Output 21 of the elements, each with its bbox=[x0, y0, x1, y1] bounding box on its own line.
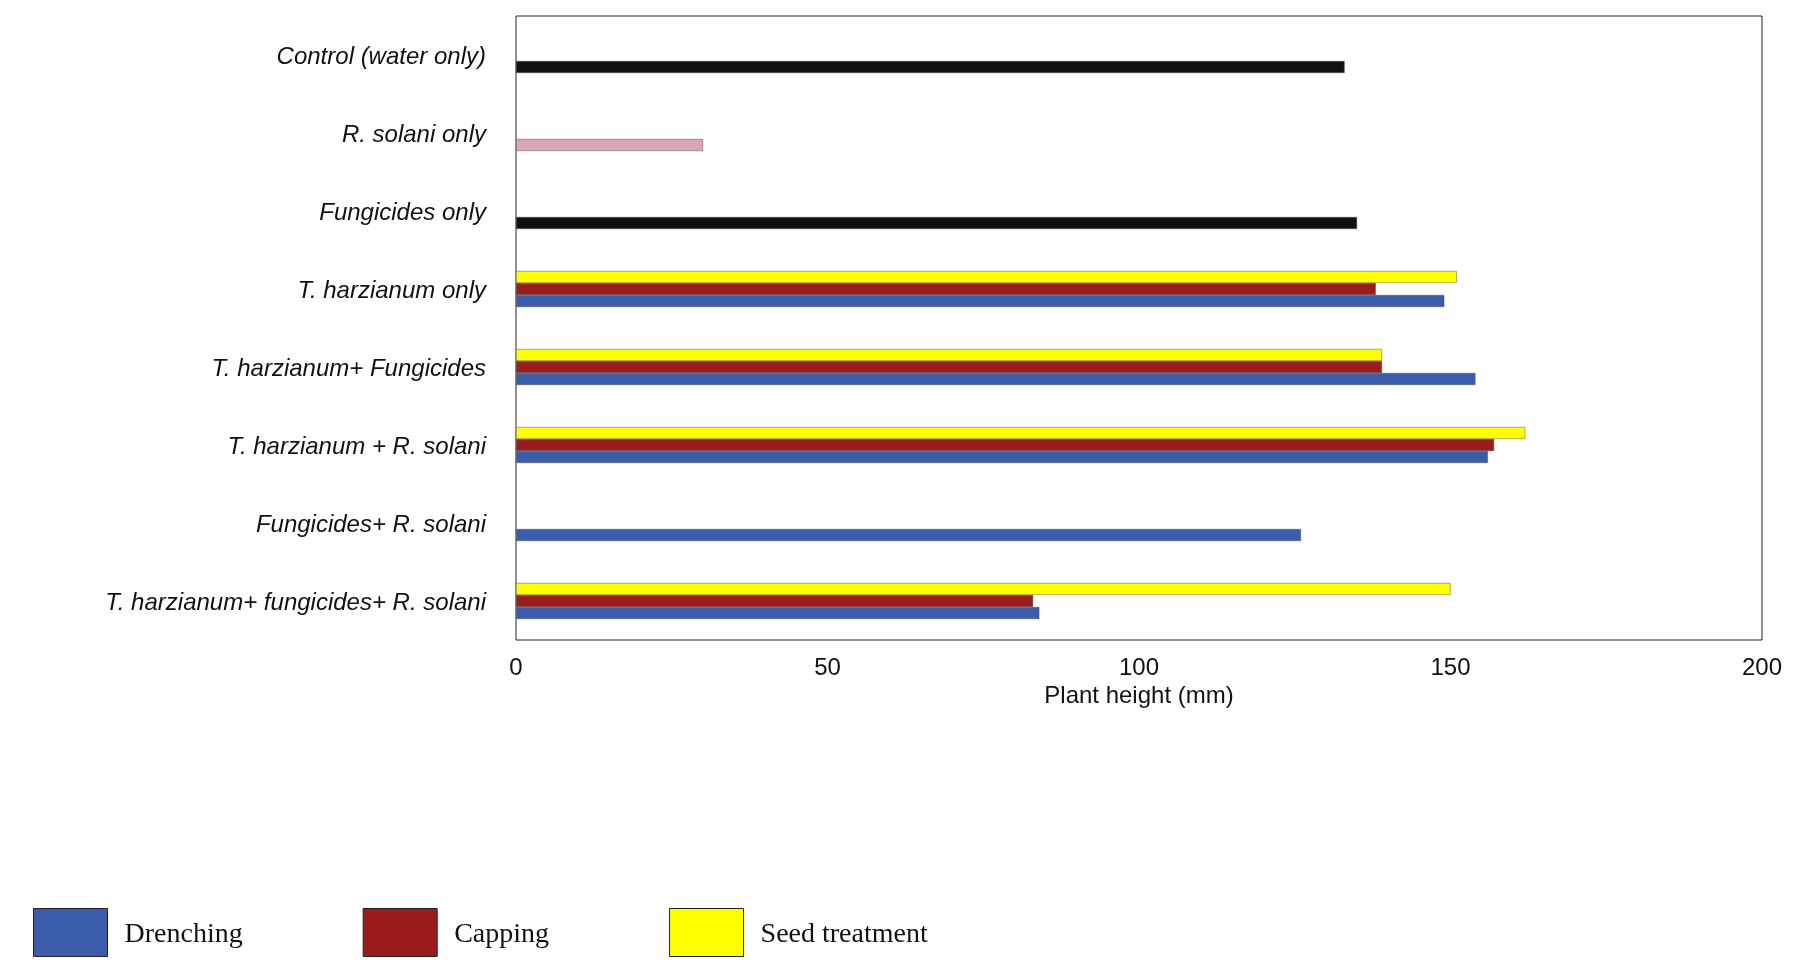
bar bbox=[516, 139, 703, 151]
x-tick-label: 50 bbox=[814, 652, 841, 680]
y-tick-label: Fungicides+ R. solani bbox=[255, 509, 487, 537]
y-tick-label: R. solani only bbox=[341, 119, 488, 147]
legend-label: Capping bbox=[454, 917, 550, 948]
y-tick-label: T. harzianum+ fungicides+ R. solani bbox=[105, 587, 487, 615]
y-tick-label: T. harzianum+ Fungicides bbox=[211, 353, 486, 381]
x-tick-label: 150 bbox=[1430, 652, 1471, 680]
y-tick-label: Control (water only) bbox=[276, 41, 486, 69]
y-tick-label: T. harzianum + R. solani bbox=[227, 431, 487, 459]
x-tick-label: 0 bbox=[509, 652, 523, 680]
x-tick-label: 200 bbox=[1741, 652, 1783, 680]
bar bbox=[516, 61, 1345, 73]
bar bbox=[516, 529, 1301, 541]
y-tick-label: Fungicides only bbox=[319, 197, 488, 225]
legend-label: Drenching bbox=[124, 917, 243, 948]
legend-label: Seed treatment bbox=[760, 917, 928, 948]
y-tick-label: T. harzianum only bbox=[297, 275, 488, 303]
x-tick-label: 100 bbox=[1118, 652, 1160, 680]
x-axis-title: Plant height (mm) bbox=[1044, 681, 1234, 709]
bar bbox=[516, 217, 1358, 229]
